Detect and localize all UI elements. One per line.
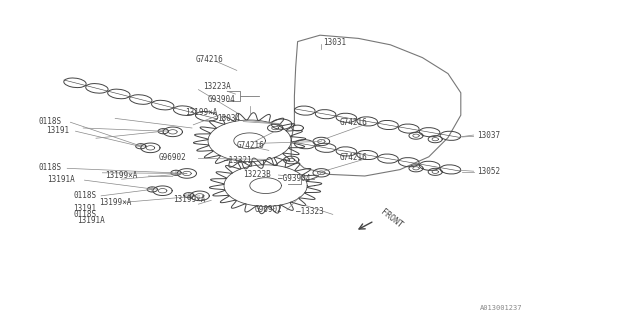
Text: 13191A: 13191A xyxy=(47,175,75,184)
Text: 0118S: 0118S xyxy=(74,210,97,219)
Text: 0118S: 0118S xyxy=(74,191,97,200)
Text: 13199×A: 13199×A xyxy=(186,108,218,117)
Text: 13191: 13191 xyxy=(46,126,69,135)
Text: G74216: G74216 xyxy=(237,141,264,150)
Text: —13323: —13323 xyxy=(296,207,323,216)
Text: FRONT: FRONT xyxy=(379,208,404,230)
Text: —13321: —13321 xyxy=(224,156,252,164)
Text: 0118S: 0118S xyxy=(38,117,61,126)
Text: 13223A: 13223A xyxy=(204,82,231,91)
Text: A013001237: A013001237 xyxy=(480,305,522,311)
Text: 13191A: 13191A xyxy=(77,216,104,225)
Text: G74216: G74216 xyxy=(339,153,367,162)
Text: 13199×A: 13199×A xyxy=(173,195,205,204)
Text: –G93904: –G93904 xyxy=(278,174,311,183)
Text: 0118S: 0118S xyxy=(38,163,61,172)
Text: 13199×A: 13199×A xyxy=(99,198,132,207)
Text: G74216: G74216 xyxy=(339,118,367,127)
Text: 13031: 13031 xyxy=(323,38,346,47)
Text: 13052: 13052 xyxy=(477,167,500,176)
Text: 13034: 13034 xyxy=(218,114,241,123)
Text: 13199×A: 13199×A xyxy=(106,171,138,180)
Text: 13223B: 13223B xyxy=(243,170,271,179)
Text: G93904: G93904 xyxy=(208,95,236,104)
Text: G74216: G74216 xyxy=(195,55,223,64)
Text: G96902: G96902 xyxy=(255,205,282,214)
Text: 13191: 13191 xyxy=(74,204,97,212)
Text: G96902: G96902 xyxy=(159,153,186,162)
Text: 13037: 13037 xyxy=(477,131,500,140)
